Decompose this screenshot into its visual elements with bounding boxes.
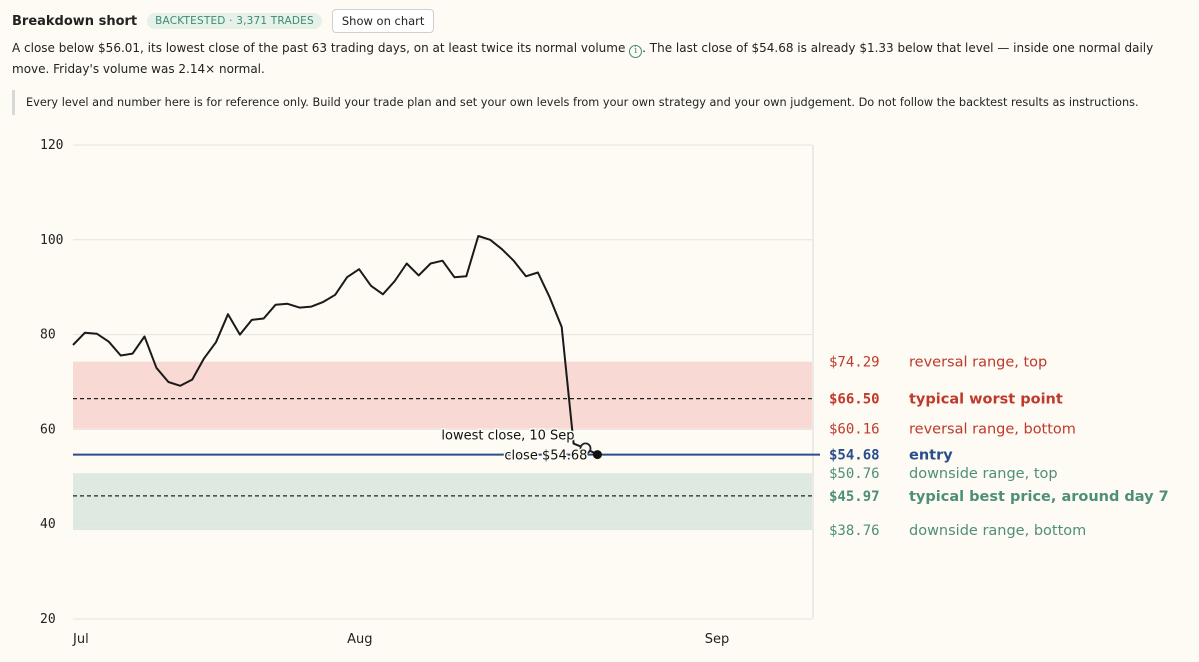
- last-close-marker: [592, 450, 602, 460]
- info-icon[interactable]: i: [629, 45, 643, 58]
- level-label: typical best price, around day 7: [909, 489, 1169, 505]
- level-price: $50.76: [829, 466, 880, 482]
- description-part1: A close below $56.01, its lowest close o…: [12, 41, 626, 55]
- x-tick-label: Sep: [705, 632, 730, 647]
- level-price: $60.16: [829, 422, 880, 438]
- description-part2: . The last close of $54.68 is already $1…: [12, 41, 1154, 76]
- x-tick-label: Aug: [347, 632, 372, 647]
- level-label: downside range, bottom: [909, 523, 1086, 539]
- lowest-close-marker: [579, 442, 592, 455]
- level-price: $45.97: [829, 489, 880, 505]
- y-tick-label: 20: [40, 612, 56, 627]
- level-price: $74.29: [829, 355, 880, 371]
- y-tick-label: 120: [40, 138, 63, 153]
- reversal-range-band: [73, 361, 812, 429]
- downside-range-band: [73, 473, 812, 531]
- header: Breakdown short BACKTESTED · 3,371 TRADE…: [12, 9, 435, 33]
- level-label: entry: [909, 448, 953, 464]
- level-price: $66.50: [829, 392, 880, 408]
- disclaimer-note: Every level and number here is for refer…: [12, 90, 1196, 115]
- level-label: reversal range, bottom: [909, 422, 1076, 438]
- y-tick-label: 40: [40, 517, 56, 532]
- lowest-close-label: lowest close, 10 Sep: [441, 428, 574, 443]
- y-tick-label: 100: [40, 233, 63, 248]
- setup-description: A close below $56.01, its lowest close o…: [12, 38, 1192, 80]
- last-close-label: close $54.68: [504, 449, 587, 464]
- level-label: typical worst point: [909, 392, 1063, 408]
- y-tick-label: 80: [40, 328, 56, 343]
- level-label: reversal range, top: [909, 355, 1047, 371]
- level-label: downside range, top: [909, 466, 1058, 482]
- price-line: [72, 235, 598, 456]
- x-tick-label: Jul: [72, 632, 89, 647]
- y-tick-label: 60: [40, 422, 56, 437]
- strategy-title: Breakdown short: [12, 13, 138, 29]
- show-on-chart-button[interactable]: Show on chart: [331, 9, 435, 33]
- level-price: $54.68: [829, 448, 880, 464]
- level-price: $38.76: [829, 523, 880, 539]
- backtest-badge: BACKTESTED · 3,371 TRADES: [147, 13, 322, 29]
